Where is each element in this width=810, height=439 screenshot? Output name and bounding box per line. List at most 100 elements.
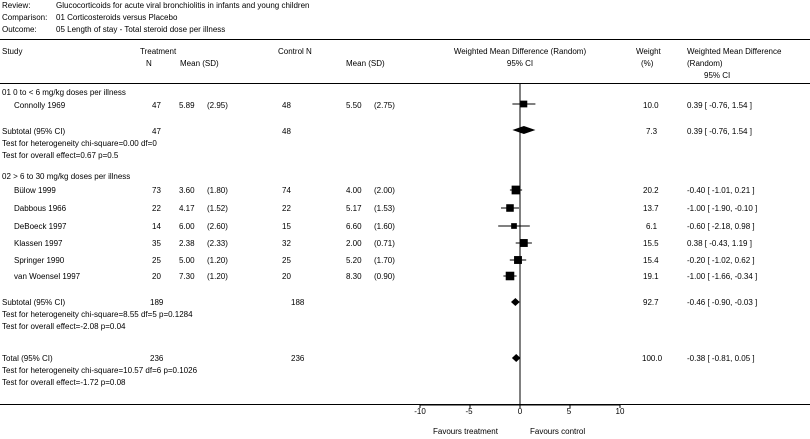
weight-value: 13.7 (643, 204, 659, 213)
axis-tick-label: -10 (414, 407, 426, 416)
axis-tick-label: 10 (615, 407, 625, 416)
axis-tick-label: -5 (465, 407, 473, 416)
control-mean: 4.00 (346, 186, 362, 195)
col-treatment-n: N (146, 59, 152, 68)
col-control-n: Control N (278, 47, 312, 56)
treatment-sd: (2.60) (207, 222, 228, 231)
col-weight: Weight (636, 47, 661, 56)
col-treatment: Treatment (140, 47, 177, 56)
wmd-value: -0.40 [ -1.01, 0.21 ] (687, 186, 755, 195)
favours-control-label: Favours control (530, 427, 586, 436)
weight-value: 15.5 (643, 239, 659, 248)
weight-value: 10.0 (643, 101, 659, 110)
col-wmd-ci: 95% CI (506, 59, 534, 68)
treatment-mean: 7.30 (179, 272, 195, 281)
treatment-n: 22 (152, 204, 161, 213)
axis-tick-label: 0 (517, 407, 523, 416)
treatment-mean: 5.00 (179, 256, 195, 265)
total-wmd: -0.38 [ -0.81, 0.05 ] (687, 354, 755, 363)
treatment-mean: 3.60 (179, 186, 195, 195)
study-point (520, 100, 528, 108)
col-control-mean: Mean (SD) (346, 59, 385, 68)
weight-value: 15.4 (643, 256, 659, 265)
study-point (506, 204, 514, 212)
subtotal-treatment-n: 47 (152, 127, 161, 136)
total-label: Total (95% CI) (2, 354, 53, 363)
wmd-value: 0.38 [ -0.43, 1.19 ] (687, 239, 752, 248)
control-n: 22 (282, 204, 291, 213)
header-rule (0, 39, 810, 40)
wmd-value: -1.00 [ -1.66, -0.34 ] (687, 272, 758, 281)
control-sd: (1.70) (374, 256, 395, 265)
total-control-n: 236 (291, 354, 305, 363)
control-mean: 5.20 (346, 256, 362, 265)
control-mean: 2.00 (346, 239, 362, 248)
col-treatment-mean: Mean (SD) (180, 59, 219, 68)
total-weight: 100.0 (642, 354, 663, 363)
treatment-n: 25 (152, 256, 161, 265)
favours-treatment-label: Favours treatment (433, 427, 498, 436)
total-treatment-n: 236 (150, 354, 164, 363)
subtotal-weight: 92.7 (643, 298, 659, 307)
study-name: Springer 1990 (14, 256, 65, 265)
control-n: 20 (282, 272, 291, 281)
footer-rule (0, 404, 810, 405)
group-heading: 02 > 6 to 30 mg/kg doses per illness (2, 172, 131, 181)
subtotal-control-n: 188 (291, 298, 305, 307)
review-title: Glucocorticoids for acute viral bronchio… (56, 1, 310, 10)
columns-rule (0, 83, 810, 84)
col-wmd-title: Weighted Mean Difference (Random) (453, 47, 587, 56)
overall-effect-test: Test for overall effect=-2.08 p=0.04 (2, 322, 126, 331)
study-point (519, 239, 528, 247)
study-name: van Woensel 1997 (14, 272, 81, 281)
pooled-diamond (511, 354, 521, 362)
control-mean: 6.60 (346, 222, 362, 231)
pooled-diamond (512, 126, 536, 134)
treatment-sd: (1.52) (207, 204, 228, 213)
control-n: 74 (282, 186, 291, 195)
study-point (511, 185, 521, 195)
control-sd: (0.90) (374, 272, 395, 281)
treatment-n: 20 (152, 272, 161, 281)
subtotal-wmd: 0.39 [ -0.76, 1.54 ] (687, 127, 752, 136)
treatment-mean: 2.38 (179, 239, 195, 248)
control-sd: (2.75) (374, 101, 395, 110)
control-sd: (1.53) (374, 204, 395, 213)
axis-tick-label: 5 (566, 407, 572, 416)
study-name: Klassen 1997 (14, 239, 63, 248)
control-mean: 5.17 (346, 204, 362, 213)
treatment-sd: (1.20) (207, 272, 228, 281)
subtotal-weight: 7.3 (646, 127, 658, 136)
control-mean: 8.30 (346, 272, 362, 281)
control-sd: (1.60) (374, 222, 395, 231)
heterogeneity-test: Test for heterogeneity chi-square=8.55 d… (2, 310, 193, 319)
control-sd: (2.00) (374, 186, 395, 195)
treatment-sd: (2.33) (207, 239, 228, 248)
control-n: 48 (282, 101, 291, 110)
comparison-label: Comparison: (2, 13, 48, 22)
treatment-n: 73 (152, 186, 161, 195)
col-wmd2-random: (Random) (687, 59, 723, 68)
treatment-n: 35 (152, 239, 161, 248)
study-name: Connolly 1969 (14, 101, 66, 110)
study-point (505, 271, 515, 281)
treatment-sd: (2.95) (207, 101, 228, 110)
overall-effect-test: Test for overall effect=0.67 p=0.5 (2, 151, 119, 160)
treatment-n: 14 (152, 222, 161, 231)
study-name: Bülow 1999 (14, 186, 56, 195)
treatment-mean: 4.17 (179, 204, 195, 213)
pooled-diamond (511, 298, 520, 306)
col-wmd2-ci: 95% CI (704, 71, 731, 80)
study-name: DeBoeck 1997 (14, 222, 67, 231)
control-mean: 5.50 (346, 101, 362, 110)
subtotal-control-n: 48 (282, 127, 291, 136)
control-sd: (0.71) (374, 239, 395, 248)
study-point (511, 223, 517, 229)
control-n: 32 (282, 239, 291, 248)
review-label: Review: (2, 1, 31, 10)
col-weight-unit: (%) (641, 59, 654, 68)
total-heterogeneity-test: Test for heterogeneity chi-square=10.57 … (2, 366, 198, 375)
study-name: Dabbous 1966 (14, 204, 67, 213)
wmd-value: -0.60 [ -2.18, 0.98 ] (687, 222, 755, 231)
